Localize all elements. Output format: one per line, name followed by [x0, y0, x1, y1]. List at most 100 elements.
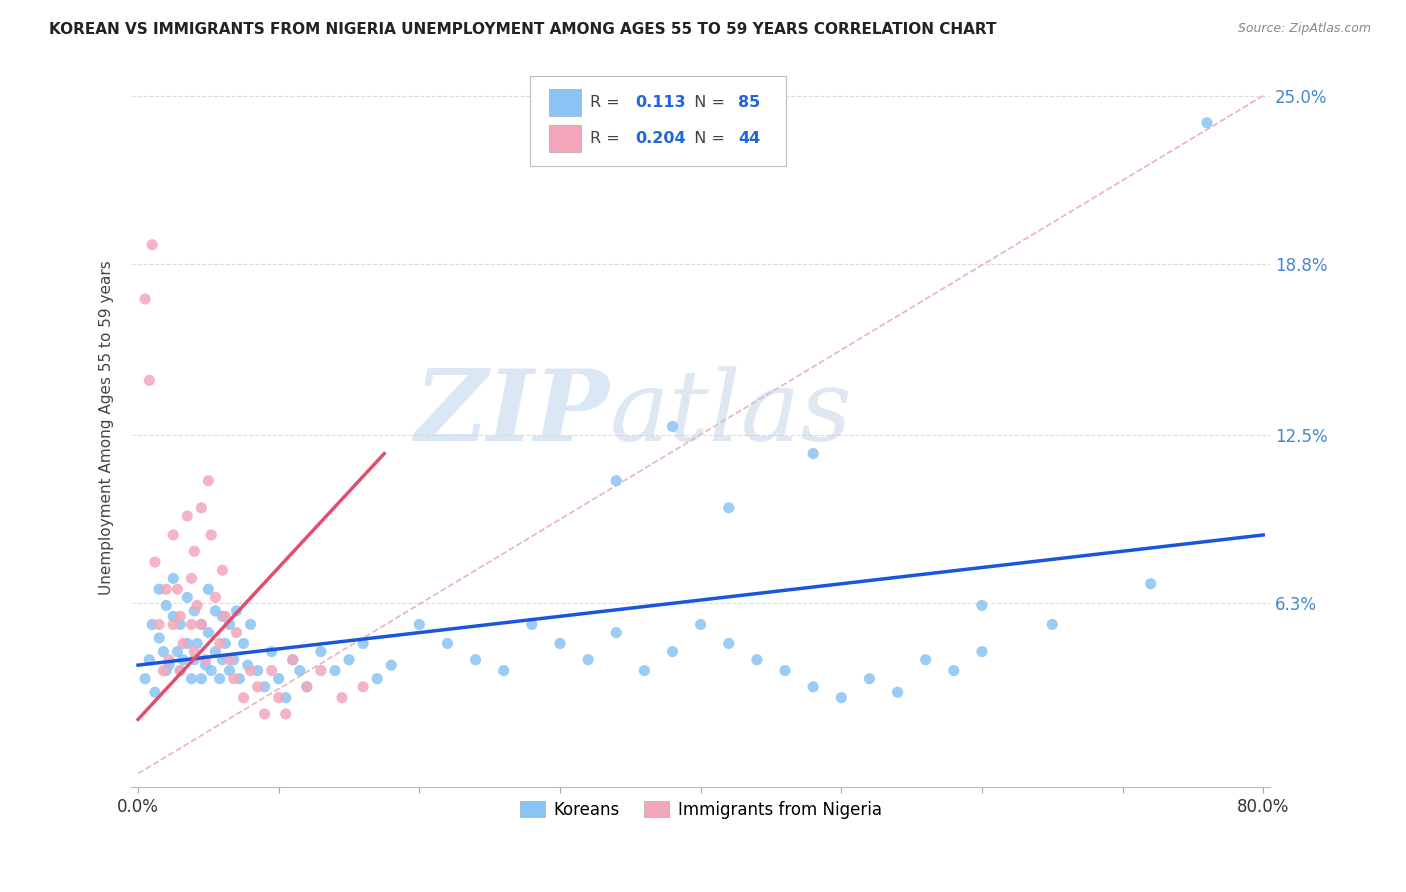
- Point: [211, 563, 233, 577]
- Point: [773, 664, 796, 678]
- Point: [886, 685, 908, 699]
- Text: KOREAN VS IMMIGRANTS FROM NIGERIA UNEMPLOYMENT AMONG AGES 55 TO 59 YEARS CORRELA: KOREAN VS IMMIGRANTS FROM NIGERIA UNEMPL…: [49, 22, 997, 37]
- Point: [717, 500, 740, 515]
- Text: 0.113: 0.113: [636, 95, 686, 110]
- Point: [214, 609, 236, 624]
- Text: 44: 44: [738, 131, 761, 145]
- Point: [180, 672, 202, 686]
- Point: [281, 653, 304, 667]
- Point: [204, 604, 226, 618]
- Point: [253, 680, 276, 694]
- Text: 0.204: 0.204: [636, 131, 686, 145]
- Point: [162, 528, 184, 542]
- Point: [197, 582, 219, 597]
- Point: [323, 664, 346, 678]
- Point: [520, 617, 543, 632]
- Point: [176, 591, 198, 605]
- Text: ZIP: ZIP: [415, 365, 609, 462]
- Point: [352, 680, 374, 694]
- Point: [148, 631, 170, 645]
- Point: [253, 706, 276, 721]
- Point: [183, 544, 205, 558]
- Point: [214, 636, 236, 650]
- Point: [172, 636, 194, 650]
- Point: [155, 582, 177, 597]
- Point: [180, 617, 202, 632]
- Point: [183, 644, 205, 658]
- Point: [464, 653, 486, 667]
- Point: [288, 664, 311, 678]
- Point: [138, 653, 160, 667]
- Point: [309, 644, 332, 658]
- Point: [183, 604, 205, 618]
- Point: [267, 690, 290, 705]
- Y-axis label: Unemployment Among Ages 55 to 59 years: Unemployment Among Ages 55 to 59 years: [100, 260, 114, 595]
- Point: [914, 653, 936, 667]
- Point: [366, 672, 388, 686]
- Point: [274, 690, 297, 705]
- Point: [218, 653, 240, 667]
- Point: [548, 636, 571, 650]
- Point: [169, 664, 191, 678]
- Point: [152, 664, 174, 678]
- Point: [134, 672, 156, 686]
- Point: [162, 609, 184, 624]
- Point: [162, 571, 184, 585]
- Point: [260, 664, 283, 678]
- Text: Source: ZipAtlas.com: Source: ZipAtlas.com: [1237, 22, 1371, 36]
- Point: [169, 609, 191, 624]
- Point: [197, 625, 219, 640]
- Point: [148, 617, 170, 632]
- Point: [162, 617, 184, 632]
- Point: [309, 664, 332, 678]
- Point: [172, 653, 194, 667]
- Text: N =: N =: [683, 95, 730, 110]
- Point: [190, 617, 212, 632]
- Point: [169, 664, 191, 678]
- Text: R =: R =: [591, 131, 626, 145]
- Point: [211, 653, 233, 667]
- Point: [222, 653, 245, 667]
- Point: [228, 672, 250, 686]
- Point: [1195, 116, 1218, 130]
- Point: [211, 609, 233, 624]
- Point: [169, 617, 191, 632]
- Point: [267, 672, 290, 686]
- Point: [141, 617, 163, 632]
- Point: [152, 644, 174, 658]
- Point: [232, 690, 254, 705]
- Point: [1040, 617, 1063, 632]
- Point: [157, 653, 180, 667]
- Point: [239, 664, 262, 678]
- Point: [225, 625, 247, 640]
- Text: N =: N =: [683, 131, 730, 145]
- Point: [186, 636, 208, 650]
- Point: [218, 664, 240, 678]
- Point: [246, 664, 269, 678]
- Point: [274, 706, 297, 721]
- Point: [745, 653, 768, 667]
- Point: [1139, 576, 1161, 591]
- Text: atlas: atlas: [609, 366, 852, 461]
- Point: [143, 555, 166, 569]
- Point: [281, 653, 304, 667]
- Point: [194, 653, 217, 667]
- Point: [225, 604, 247, 618]
- Point: [134, 292, 156, 306]
- Point: [689, 617, 711, 632]
- Point: [200, 664, 222, 678]
- Point: [492, 664, 515, 678]
- Point: [208, 672, 231, 686]
- Point: [197, 474, 219, 488]
- Point: [155, 599, 177, 613]
- Point: [801, 447, 824, 461]
- Point: [260, 644, 283, 658]
- Point: [232, 636, 254, 650]
- Point: [155, 664, 177, 678]
- Point: [143, 685, 166, 699]
- Point: [942, 664, 965, 678]
- Point: [246, 680, 269, 694]
- Point: [222, 672, 245, 686]
- Point: [830, 690, 852, 705]
- Point: [970, 599, 993, 613]
